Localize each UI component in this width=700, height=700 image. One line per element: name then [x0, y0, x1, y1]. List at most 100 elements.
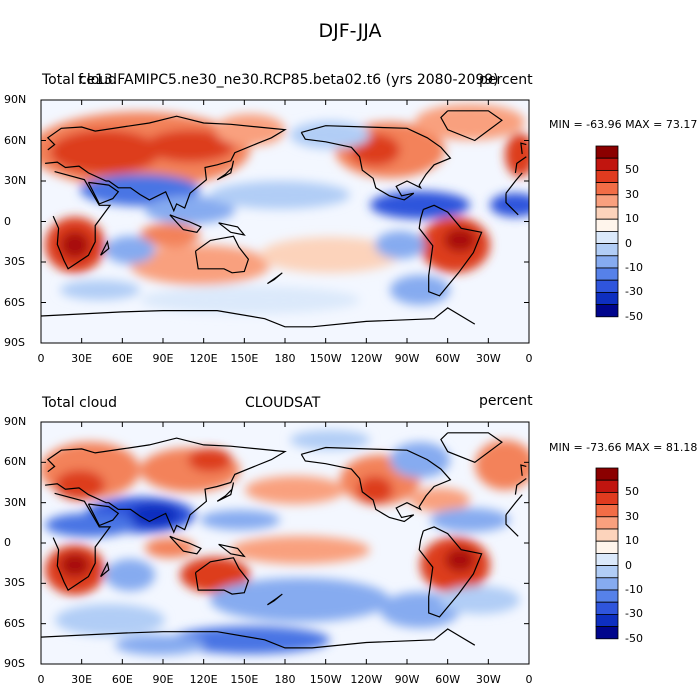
panel2-lon-tick-label: 90E — [152, 673, 174, 686]
panel2-coastlines — [40, 432, 527, 649]
panel1-units-label: percent — [479, 72, 533, 88]
panel1-colorbar-label: 30 — [625, 187, 639, 201]
panel1-case-label: f.e13.FAMIPC5.ne30_ne30.RCP85.beta02.t6 … — [78, 72, 499, 88]
coastline-japan — [216, 482, 235, 502]
colorbar-swatch — [595, 553, 619, 567]
panel1-anomaly-field — [41, 104, 529, 314]
coastline-indonesia2 — [218, 543, 246, 558]
colorbar-swatch — [595, 528, 619, 542]
colorbar-swatch — [595, 491, 619, 505]
colorbar-swatch — [595, 169, 619, 183]
coastline-arabia — [87, 181, 120, 205]
coastline-antarctica — [40, 628, 476, 649]
panel1-coastlines — [40, 110, 527, 328]
coastline-nz — [267, 593, 283, 606]
coastline-nz — [267, 272, 283, 285]
panel2-lat-tick-label: 90S — [4, 657, 25, 670]
coastline-arabia — [87, 503, 120, 527]
coastline-africa — [52, 492, 112, 591]
panel1-variable-label: Total cloud — [42, 72, 118, 88]
coastline-indonesia2 — [218, 222, 246, 236]
panel2-colorbar-label: -50 — [625, 631, 643, 645]
panel2-variable-label: Total cloud — [42, 395, 118, 411]
colorbar-swatch — [595, 601, 619, 615]
panel2-lon-tick-label: 30W — [475, 673, 501, 686]
panel1-lon-tick-label: 90E — [152, 352, 174, 365]
coastline-eurasia — [514, 156, 527, 173]
coastline-africa — [505, 514, 519, 537]
coastline-britain — [520, 142, 527, 155]
colorbar-swatch — [595, 157, 619, 171]
colorbar-swatch — [595, 182, 619, 196]
panel1-lat-tick-label: 60N — [4, 133, 27, 147]
panel1-lon-tick-label: 150E — [230, 352, 259, 365]
colorbar-swatch — [595, 243, 619, 257]
figure-title: DJF-JJA — [318, 20, 382, 42]
panel1-lat-tick-label: 0 — [4, 214, 11, 228]
colorbar-swatch — [595, 291, 619, 305]
colorbar-swatch — [595, 304, 619, 318]
panel2-lat-tick-label: 30S — [4, 576, 25, 590]
panel1-lat-tick-label: 30N — [4, 174, 27, 187]
colorbar-swatch — [595, 565, 619, 579]
panel2-lat-tick-label: 30N — [4, 495, 27, 509]
panel1-lon-tick-label: 60E — [111, 352, 133, 365]
panel1-lon-tick-label: 60W — [435, 352, 461, 365]
panel1-lon-tick-label: 180 — [274, 352, 296, 365]
panel2-lat-tick-label: 90N — [4, 415, 27, 428]
coastline-namerica — [300, 125, 452, 201]
coastline-greenland — [440, 110, 503, 142]
coastline-africa — [52, 171, 112, 270]
coastline-namerica — [300, 446, 452, 523]
coastline-australia — [194, 557, 250, 595]
panel1-min-max: MIN = -63.96 MAX = 73.17 — [549, 118, 698, 131]
axis-ticks — [40, 99, 530, 665]
panel1-colorbar-label: 0 — [625, 236, 632, 250]
panel1-lat-tick-label: 90N — [4, 93, 27, 106]
panel2-lon-tick-label: 60W — [435, 673, 461, 686]
colorbar-swatch — [595, 206, 619, 220]
coastline-japan — [216, 160, 235, 181]
panel2-lat-tick-label: 60S — [4, 616, 25, 630]
coastline-samerica — [418, 204, 483, 297]
panel2-lon-tick-label: 90W — [394, 673, 420, 686]
colorbar-swatch — [595, 577, 619, 591]
panel2-dataset-label: CLOUDSAT — [245, 395, 321, 411]
coastline-antarctica — [40, 307, 476, 328]
panel1-lon-tick-label: 120W — [350, 352, 383, 365]
coastline-eurasia — [45, 115, 287, 213]
colorbar-swatch — [595, 255, 619, 269]
panel2-lon-tick-label: 30E — [71, 673, 93, 686]
panel2-lon-tick-label: 150E — [230, 673, 259, 686]
panel1-colorbar-label: 50 — [625, 163, 639, 177]
panel2-map — [41, 422, 529, 664]
panel1-lon-tick-label: 30E — [71, 352, 93, 365]
coastline-madagascar — [100, 239, 110, 256]
colorbar-swatch — [595, 467, 619, 481]
panel2-lat-tick-label: 60N — [4, 455, 27, 469]
panel2-colorbar — [595, 467, 619, 640]
colorbar-swatch — [595, 614, 619, 628]
coastline-eurasia — [514, 478, 527, 495]
coastline-britain — [520, 464, 527, 476]
coastline-eurasia — [45, 437, 287, 534]
colorbar-swatch — [595, 279, 619, 293]
coastline-africa — [505, 193, 519, 216]
panel1-lon-tick-label: 150W — [309, 352, 342, 365]
coastline-africa — [505, 172, 523, 194]
panel1-lon-tick-label: 120E — [189, 352, 218, 365]
panel1-lon-tick-label: 0 — [525, 352, 533, 365]
panel2-min-max: MIN = -73.66 MAX = 81.18 — [549, 441, 698, 454]
panel2-colorbar-label: -30 — [625, 607, 643, 621]
panel2-units-label: percent — [479, 393, 533, 409]
panel1-lon-tick-label: 90W — [394, 352, 420, 365]
panel2-colorbar-label: -10 — [625, 583, 643, 596]
panel1-colorbar-label: 10 — [625, 212, 639, 226]
panel2-lon-tick-label: 60E — [111, 673, 133, 686]
panel2-lon-tick-label: 0 — [37, 673, 45, 686]
panel1-colorbar-label: -10 — [625, 261, 643, 274]
colorbar-swatch — [595, 504, 619, 518]
colorbar-swatch — [595, 230, 619, 244]
panel1-lon-tick-label: 0 — [37, 352, 45, 365]
